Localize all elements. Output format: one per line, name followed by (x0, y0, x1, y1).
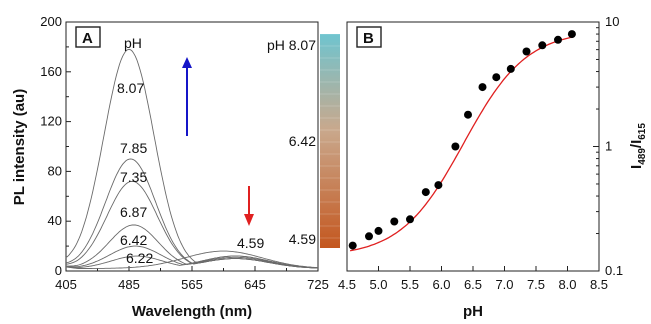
panel-b-tag-box (356, 26, 382, 48)
panel-b-xtick-label: 8.5 (590, 277, 608, 292)
panel-b-xtick-label: 7.0 (495, 277, 513, 292)
spectrum-curve-6.22 (65, 255, 318, 269)
data-point (538, 41, 547, 50)
panel-a-ytick-label: 120 (40, 114, 62, 129)
panel-b-ytick-label: 10 (605, 14, 619, 29)
panel-a-tag: A (82, 30, 93, 47)
strip-label-bottom: 4.59 (289, 231, 316, 247)
panel-a-ylabel: PL intensity (au) (11, 89, 28, 205)
data-point (434, 181, 443, 190)
series-label-7-35: 7.35 (120, 169, 147, 185)
series-label-4-59: 4.59 (237, 235, 264, 251)
panel-b-xtick-label: 6.0 (432, 277, 450, 292)
panel-a-tag-box (75, 26, 101, 48)
panel-a-axis-ticks: 405 485 565 645 725 0 40 80 120 160 200 (40, 14, 329, 292)
data-point (492, 73, 501, 82)
panel-b-ytick-label: 0.1 (605, 263, 623, 278)
decrease-arrow (244, 186, 254, 226)
panel-a-ytick-label: 200 (40, 14, 62, 29)
panel-b-xtick-label: 5.5 (401, 277, 419, 292)
panel-b-tag: B (363, 30, 374, 47)
panel-a-xtick-label: 485 (118, 277, 140, 292)
increase-arrow (182, 57, 192, 136)
panel-b-xtick-label: 6.5 (464, 277, 482, 292)
spectrum-curve-7.35 (65, 180, 318, 269)
spectrum-curve-8.07 (65, 48, 318, 269)
data-point (522, 47, 531, 56)
spectrum-curve-7.85 (65, 158, 318, 269)
panel-a-xtick-label: 645 (244, 277, 266, 292)
data-point (478, 83, 487, 92)
panel-b-ylabel: I489/I615 (628, 123, 648, 169)
panel-b-ytick-label: 1 (605, 139, 612, 154)
panel-a-curves (65, 48, 319, 269)
panel-a-ytick-label: 160 (40, 64, 62, 79)
panel-b-xtick-label: 7.5 (527, 277, 545, 292)
series-label-header: pH (124, 35, 142, 51)
spectrum-curve-4.59 (65, 250, 319, 269)
data-point (390, 217, 399, 226)
data-point (451, 142, 460, 151)
series-label-6-42: 6.42 (120, 232, 147, 248)
panel-b-xlabel: pH (463, 303, 483, 320)
panel-b-axis-ticks: 4.5 5.0 5.5 6.0 6.5 7.0 7.5 8.0 8.50.1 1 10 (338, 14, 623, 292)
series-label-6-87: 6.87 (120, 204, 147, 220)
strip-label-top: pH 8.07 (267, 37, 316, 53)
series-label-6-22: 6.22 (126, 250, 153, 266)
data-point (567, 30, 576, 39)
data-point (365, 232, 373, 241)
panel-a-xlabel: Wavelength (nm) (132, 303, 252, 320)
ylabel-sep: /I (628, 140, 645, 148)
data-point (374, 226, 383, 235)
strip-label-mid: 6.42 (289, 133, 316, 149)
panel-a-ytick-label: 80 (48, 163, 62, 178)
panel-b-xtick-label: 4.5 (338, 277, 356, 292)
spectrum-curve-6.87 (66, 224, 319, 269)
data-point (406, 215, 414, 224)
panel-b-xtick-label: 8.0 (558, 277, 576, 292)
panel-b-frame (346, 21, 600, 272)
panel-a-frame (65, 21, 319, 272)
panel-a-xtick-label: 725 (307, 277, 329, 292)
data-point (554, 35, 562, 44)
panel-b-points (348, 30, 576, 250)
data-point (464, 110, 472, 119)
ylabel-sub2: 615 (637, 123, 648, 140)
panel-a-ytick-label: 0 (55, 263, 62, 278)
panel-a-xtick-label: 565 (181, 277, 203, 292)
data-point (348, 241, 357, 250)
series-label-8-07: 8.07 (117, 80, 144, 96)
data-point (506, 64, 515, 73)
color-strip-bar (320, 34, 340, 248)
ylabel-i: I (628, 165, 645, 169)
panel-a-xtick-label: 405 (55, 277, 77, 292)
ylabel-sub1: 489 (637, 148, 648, 165)
panel-a-ytick-label: 40 (48, 213, 62, 228)
color-strip-bands (320, 33, 340, 239)
panel-b: 4.5 5.0 5.5 6.0 6.5 7.0 7.5 8.0 8.50.1 1 10 B pH I… (338, 14, 648, 320)
series-label-7-85: 7.85 (120, 140, 147, 156)
panel-b-xtick-label: 5.0 (369, 277, 387, 292)
data-point (421, 188, 430, 197)
color-strip: pH 8.07 6.42 4.59 (267, 33, 340, 248)
fit-curve (349, 36, 574, 252)
